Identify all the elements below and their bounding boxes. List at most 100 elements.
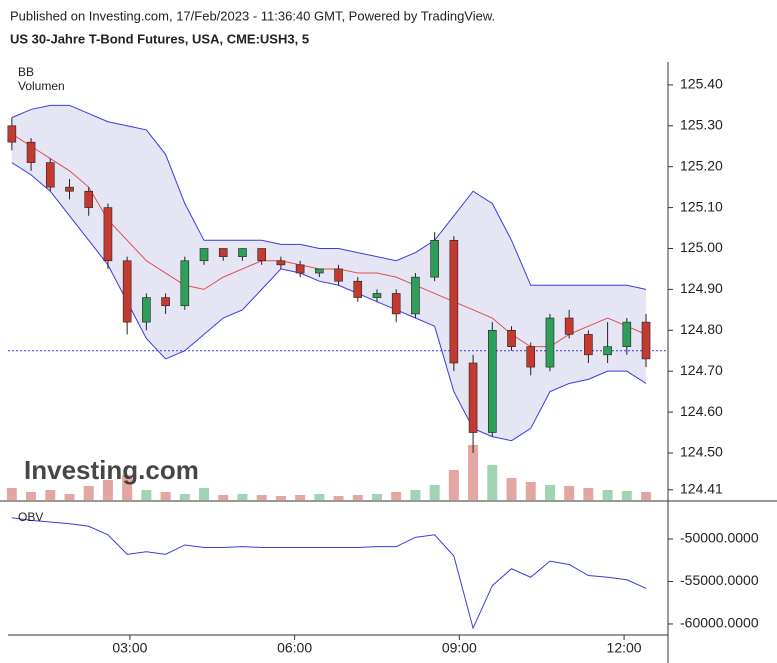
y-tick-label: 125.10 bbox=[680, 198, 723, 214]
y-tick-label: 124.90 bbox=[680, 280, 723, 296]
y-tick-label: -50000.0000 bbox=[680, 530, 759, 546]
candle-body bbox=[315, 268, 324, 274]
volume-bar bbox=[391, 492, 402, 500]
volume-bar bbox=[583, 488, 594, 500]
candle-body bbox=[257, 248, 266, 262]
candle-body bbox=[622, 321, 632, 347]
candle-body bbox=[487, 329, 497, 433]
volume-bar bbox=[45, 490, 56, 500]
volume-bar bbox=[544, 485, 555, 500]
candle-body bbox=[603, 346, 612, 356]
volume-bar bbox=[199, 488, 210, 500]
obv-line bbox=[11, 517, 647, 630]
candle-body bbox=[218, 248, 228, 257]
volume-bar bbox=[371, 494, 382, 500]
legend-obv: OBV bbox=[18, 510, 43, 524]
y-tick-label: 125.00 bbox=[680, 239, 723, 255]
legend-bb: BB bbox=[18, 65, 34, 79]
volume-bar bbox=[468, 445, 479, 500]
volume-bar bbox=[179, 494, 190, 500]
x-tick-label: 06:00 bbox=[277, 640, 312, 656]
candle-body bbox=[391, 293, 401, 315]
volume-bar bbox=[102, 480, 113, 500]
candle-body bbox=[180, 260, 190, 307]
volume-bar bbox=[506, 478, 517, 500]
candle-body bbox=[295, 264, 305, 274]
volume-bar bbox=[487, 465, 498, 500]
bb-fill bbox=[11, 105, 647, 441]
volume-bar bbox=[295, 495, 306, 500]
y-tick-label: 124.80 bbox=[680, 321, 723, 337]
chart-title: US 30-Jahre T-Bond Futures, USA, CME:USH… bbox=[10, 31, 309, 46]
candle-body bbox=[122, 260, 132, 323]
legend-volume: Volumen bbox=[18, 79, 65, 93]
volume-bar bbox=[564, 486, 575, 500]
volume-bar bbox=[6, 488, 17, 500]
volume-bar bbox=[525, 482, 536, 500]
candle-body bbox=[584, 334, 593, 356]
candle-body bbox=[7, 125, 17, 143]
volume-bar bbox=[256, 495, 267, 500]
volume-bar bbox=[26, 492, 37, 500]
volume-bar bbox=[429, 485, 440, 500]
volume-bar bbox=[410, 490, 421, 500]
candle-body bbox=[161, 297, 170, 307]
volume-bar bbox=[160, 492, 171, 500]
candle-body bbox=[276, 260, 286, 266]
candle-body bbox=[84, 190, 94, 208]
volume-bar bbox=[641, 492, 652, 500]
volume-bar bbox=[122, 475, 133, 500]
bb-upper bbox=[11, 104, 647, 290]
volume-bar bbox=[237, 494, 248, 500]
candle-body bbox=[65, 186, 74, 192]
x-tick-label: 09:00 bbox=[442, 640, 477, 656]
y-tick-label: 125.40 bbox=[680, 76, 723, 92]
y-tick-label: 124.60 bbox=[680, 403, 723, 419]
published-note: Published on Investing.com, 17/Feb/2023 … bbox=[10, 8, 495, 23]
candle-body bbox=[334, 268, 343, 282]
watermark: Investing.com bbox=[24, 455, 199, 485]
volume-bar bbox=[352, 495, 363, 500]
bb-middle bbox=[11, 133, 647, 348]
volume-bar bbox=[333, 496, 344, 500]
candle-body bbox=[411, 276, 420, 315]
y-tick-label: 125.20 bbox=[680, 157, 723, 173]
candle-body bbox=[641, 321, 651, 360]
candle-body bbox=[564, 317, 574, 335]
y-tick-label: -60000.0000 bbox=[680, 615, 759, 631]
candle-body bbox=[545, 317, 555, 368]
volume-bar bbox=[602, 490, 613, 500]
volume-bar bbox=[275, 496, 286, 500]
candle-body bbox=[507, 329, 516, 347]
bb-lower bbox=[11, 162, 647, 442]
volume-bar bbox=[218, 495, 229, 500]
candle-body bbox=[45, 162, 55, 188]
y-tick-label: 125.30 bbox=[680, 117, 723, 133]
y-tick-label: -55000.0000 bbox=[680, 572, 759, 588]
candle-body bbox=[26, 141, 36, 163]
candle-body bbox=[526, 346, 536, 368]
plot-layer: 125.40 125.30 125.20 125.10 125.00 124.90 124.… bbox=[6, 76, 759, 656]
candle-body bbox=[238, 248, 247, 257]
volume-bar bbox=[621, 491, 632, 500]
candle-body bbox=[142, 297, 151, 323]
candle-body bbox=[199, 248, 209, 262]
volume-bar bbox=[141, 490, 152, 500]
candle-body bbox=[372, 293, 382, 298]
candle-body bbox=[468, 362, 478, 433]
volume-bar bbox=[64, 494, 75, 500]
volume-bar bbox=[314, 494, 325, 500]
volume-bar bbox=[83, 486, 94, 500]
y-tick-label: 124.70 bbox=[680, 362, 723, 378]
x-tick-label: 12:00 bbox=[607, 640, 642, 656]
y-tick-label: 124.41 bbox=[680, 480, 723, 496]
x-tick-label: 03:00 bbox=[112, 640, 147, 656]
candle-body bbox=[449, 240, 459, 364]
y-tick-label: 124.50 bbox=[680, 444, 723, 460]
candle-body bbox=[103, 207, 113, 262]
volume-bar bbox=[448, 470, 459, 500]
candle-body bbox=[430, 240, 439, 278]
candle-body bbox=[353, 280, 363, 298]
